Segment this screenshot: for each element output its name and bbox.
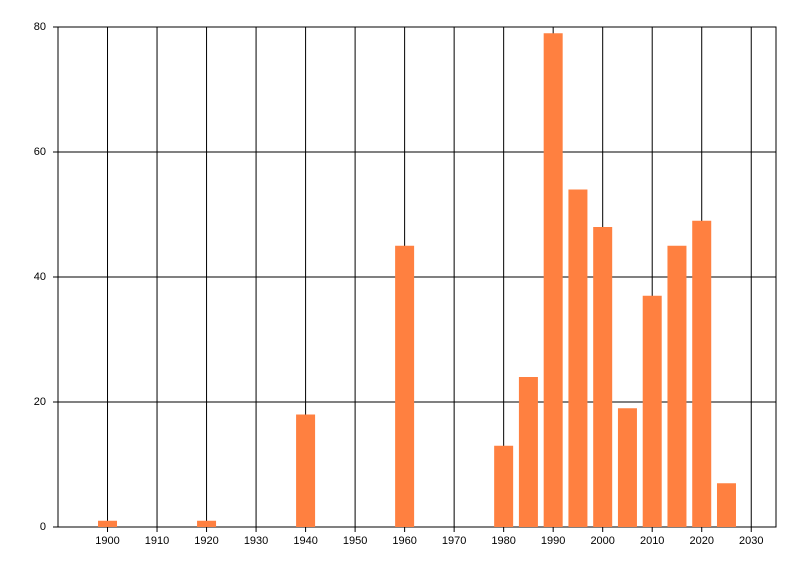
plot-border bbox=[57, 26, 777, 528]
bar bbox=[642, 295, 662, 527]
x-tick-label: 1950 bbox=[343, 535, 367, 547]
y-tick-label: 0 bbox=[40, 521, 46, 533]
x-tick-label: 2020 bbox=[689, 535, 713, 547]
bar bbox=[568, 189, 588, 527]
x-tick-label: 1980 bbox=[491, 535, 515, 547]
y-tick-label: 60 bbox=[34, 146, 46, 158]
bar bbox=[667, 245, 687, 527]
bar bbox=[518, 377, 538, 527]
bar bbox=[395, 245, 415, 527]
bar bbox=[593, 227, 613, 527]
bar bbox=[692, 220, 712, 527]
x-tick-label: 2010 bbox=[640, 535, 664, 547]
x-tick-label: 1940 bbox=[293, 535, 317, 547]
bar bbox=[543, 33, 563, 527]
bar bbox=[197, 520, 217, 527]
bar bbox=[98, 520, 118, 527]
bar bbox=[617, 408, 637, 527]
y-tick-label: 40 bbox=[34, 271, 46, 283]
y-tick-label: 80 bbox=[34, 21, 46, 33]
x-tick-label: 1990 bbox=[541, 535, 565, 547]
bar bbox=[296, 414, 316, 527]
bar bbox=[494, 445, 514, 527]
x-tick-label: 2030 bbox=[739, 535, 763, 547]
x-tick-label: 1920 bbox=[194, 535, 218, 547]
x-tick-label: 2000 bbox=[590, 535, 614, 547]
y-tick-label: 20 bbox=[34, 396, 46, 408]
x-tick-label: 1910 bbox=[145, 535, 169, 547]
x-tick-label: 1900 bbox=[95, 535, 119, 547]
x-tick-label: 1930 bbox=[244, 535, 268, 547]
bar bbox=[716, 483, 736, 527]
x-tick-label: 1960 bbox=[392, 535, 416, 547]
x-tick-label: 1970 bbox=[442, 535, 466, 547]
